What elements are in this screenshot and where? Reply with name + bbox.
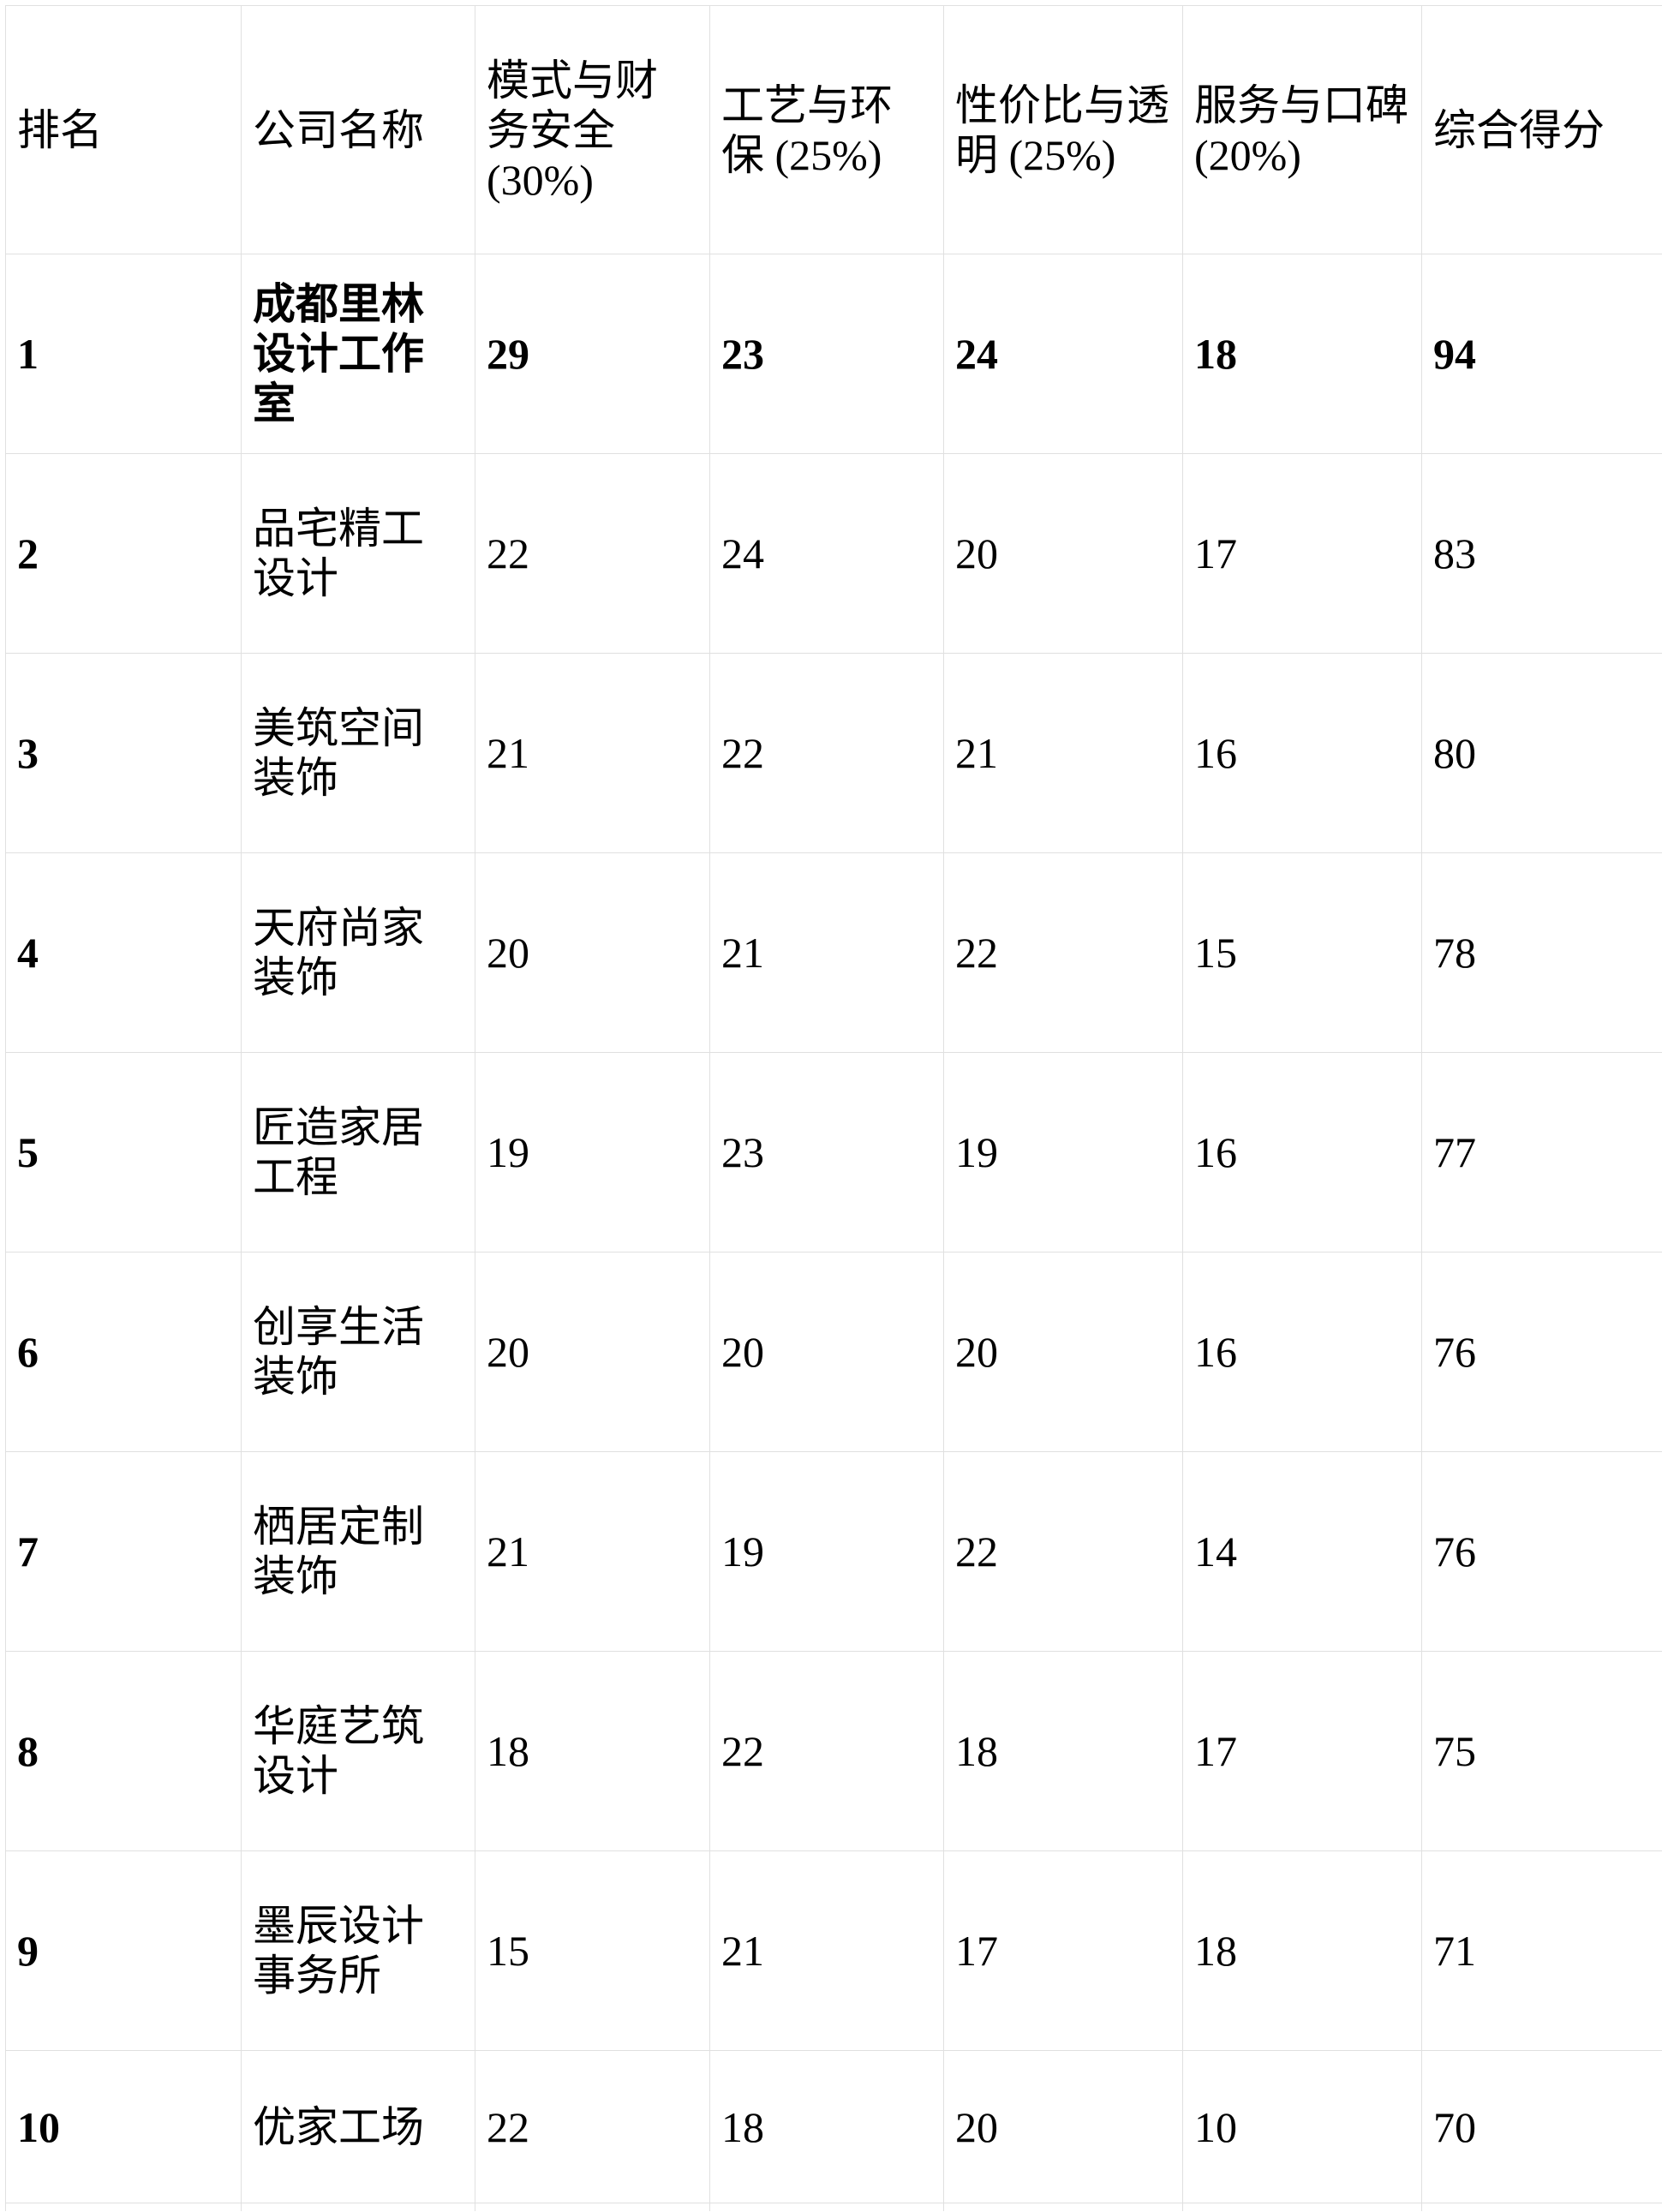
- table-row: 8 华庭艺筑设计 18 22 18 17 75: [5, 1651, 1662, 1851]
- company-cell: 创享生活装饰: [241, 1252, 475, 1452]
- company-cell: 墨辰设计事务所: [241, 1850, 475, 2051]
- table-row: 1 成都里林设计工作室 29 23 24 18 94: [5, 254, 1662, 454]
- score-cell: 21: [709, 852, 944, 1053]
- total-score-cell: 77: [1421, 1052, 1662, 1252]
- total-score-cell: 78: [1421, 852, 1662, 1053]
- score-cell: 21: [709, 1850, 944, 2051]
- score-cell: 20: [943, 1252, 1183, 1452]
- score-cell: 20: [943, 2050, 1183, 2203]
- clipped-cell: [241, 2203, 475, 2211]
- total-score-cell: 83: [1421, 453, 1662, 654]
- score-cell: 15: [475, 1850, 710, 2051]
- rank-cell: 1: [5, 254, 242, 454]
- clipped-cell: [709, 2203, 944, 2211]
- score-cell: 16: [1182, 1052, 1422, 1252]
- total-score-cell: 76: [1421, 1451, 1662, 1652]
- clipped-cell: [943, 2203, 1183, 2211]
- table-row: 2 品宅精工设计 22 24 20 17 83: [5, 453, 1662, 654]
- score-cell: 21: [475, 1451, 710, 1652]
- company-cell: 成都里林设计工作室: [241, 254, 475, 454]
- table-row: 4 天府尚家装饰 20 21 22 15 78: [5, 852, 1662, 1053]
- score-cell: 20: [709, 1252, 944, 1452]
- total-score-cell: 94: [1421, 254, 1662, 454]
- score-cell: 21: [943, 653, 1183, 853]
- score-cell: 18: [475, 1651, 710, 1851]
- score-cell: 19: [943, 1052, 1183, 1252]
- table-row: 5 匠造家居工程 19 23 19 16 77: [5, 1052, 1662, 1252]
- score-cell: 18: [943, 1651, 1183, 1851]
- rank-cell: 5: [5, 1052, 242, 1252]
- score-cell: 23: [709, 1052, 944, 1252]
- score-cell: 18: [709, 2050, 944, 2203]
- score-cell: 10: [1182, 2050, 1422, 2203]
- company-cell: 栖居定制装饰: [241, 1451, 475, 1652]
- score-cell: 19: [475, 1052, 710, 1252]
- score-cell: 15: [1182, 852, 1422, 1053]
- total-score-cell: 75: [1421, 1651, 1662, 1851]
- table-row: 9 墨辰设计事务所 15 21 17 18 71: [5, 1850, 1662, 2051]
- score-cell: 23: [709, 254, 944, 454]
- col-header-rank: 排名: [5, 5, 242, 254]
- score-cell: 17: [943, 1850, 1183, 2051]
- score-cell: 22: [709, 1651, 944, 1851]
- total-score-cell: 76: [1421, 1252, 1662, 1452]
- rank-cell: 7: [5, 1451, 242, 1652]
- score-cell: 22: [475, 2050, 710, 2203]
- company-cell: 华庭艺筑设计: [241, 1651, 475, 1851]
- col-header-company: 公司名称: [241, 5, 475, 254]
- score-cell: 21: [475, 653, 710, 853]
- score-cell: 18: [1182, 1850, 1422, 2051]
- total-score-cell: 71: [1421, 1850, 1662, 2051]
- col-header-service-reputation: 服务与口碑 (20%): [1182, 5, 1422, 254]
- score-cell: 16: [1182, 653, 1422, 853]
- company-cell: 优家工场: [241, 2050, 475, 2203]
- clipped-cell: [5, 2203, 242, 2211]
- score-cell: 19: [709, 1451, 944, 1652]
- score-cell: 16: [1182, 1252, 1422, 1452]
- score-cell: 22: [475, 453, 710, 654]
- company-cell: 匠造家居工程: [241, 1052, 475, 1252]
- company-cell: 品宅精工设计: [241, 453, 475, 654]
- table-row: 3 美筑空间装饰 21 22 21 16 80: [5, 653, 1662, 853]
- score-cell: 18: [1182, 254, 1422, 454]
- table-row: 10 优家工场 22 18 20 10 70: [5, 2050, 1662, 2203]
- rank-cell: 6: [5, 1252, 242, 1452]
- company-cell: 天府尚家装饰: [241, 852, 475, 1053]
- score-cell: 24: [943, 254, 1183, 454]
- rank-cell: 2: [5, 453, 242, 654]
- score-cell: 20: [475, 1252, 710, 1452]
- col-header-model-finance: 模式与财务安全 (30%): [475, 5, 710, 254]
- col-header-value-transparency: 性价比与透明 (25%): [943, 5, 1183, 254]
- total-score-cell: 70: [1421, 2050, 1662, 2203]
- score-cell: 24: [709, 453, 944, 654]
- company-ranking-table: 排名 公司名称 模式与财务安全 (30%) 工艺与环保 (25%) 性价比与透明…: [5, 5, 1662, 2211]
- score-cell: 17: [1182, 1651, 1422, 1851]
- score-cell: 22: [943, 852, 1183, 1053]
- table-row: 7 栖居定制装饰 21 19 22 14 76: [5, 1451, 1662, 1652]
- score-cell: 29: [475, 254, 710, 454]
- rank-cell: 8: [5, 1651, 242, 1851]
- clipped-cell: [475, 2203, 710, 2211]
- table-row: 6 创享生活装饰 20 20 20 16 76: [5, 1252, 1662, 1452]
- col-header-craft-eco: 工艺与环保 (25%): [709, 5, 944, 254]
- col-header-total-score: 综合得分: [1421, 5, 1662, 254]
- total-score-cell: 80: [1421, 653, 1662, 853]
- clipped-cell: [1182, 2203, 1422, 2211]
- score-cell: 22: [943, 1451, 1183, 1652]
- clipped-next-row: [5, 2203, 1662, 2211]
- score-cell: 14: [1182, 1451, 1422, 1652]
- rank-cell: 4: [5, 852, 242, 1053]
- score-cell: 20: [475, 852, 710, 1053]
- company-cell: 美筑空间装饰: [241, 653, 475, 853]
- score-cell: 22: [709, 653, 944, 853]
- rank-cell: 10: [5, 2050, 242, 2203]
- rank-cell: 9: [5, 1850, 242, 2051]
- score-cell: 20: [943, 453, 1183, 654]
- score-cell: 17: [1182, 453, 1422, 654]
- header-row: 排名 公司名称 模式与财务安全 (30%) 工艺与环保 (25%) 性价比与透明…: [5, 5, 1662, 254]
- clipped-cell: [1421, 2203, 1662, 2211]
- rank-cell: 3: [5, 653, 242, 853]
